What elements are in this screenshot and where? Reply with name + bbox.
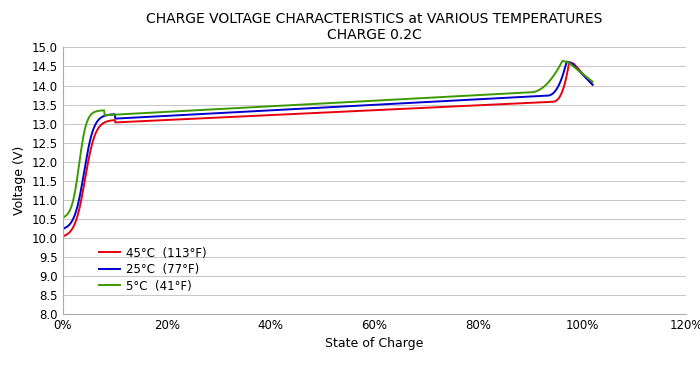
- 25°C  (77°F): [59, 228, 67, 233]
- X-axis label: State of Charge: State of Charge: [326, 337, 424, 350]
- 5°C  (41°F): [366, 99, 375, 103]
- 25°C  (77°F): [366, 103, 375, 107]
- 25°C  (77°F): [514, 95, 523, 99]
- 5°C  (41°F): [514, 91, 523, 95]
- 5°C  (41°F): [589, 80, 597, 84]
- 45°C  (113°F): [366, 108, 375, 112]
- 45°C  (113°F): [396, 107, 405, 111]
- 45°C  (113°F): [380, 108, 389, 112]
- 45°C  (113°F): [565, 60, 573, 64]
- 5°C  (41°F): [559, 59, 567, 63]
- 25°C  (77°F): [396, 101, 405, 106]
- 5°C  (41°F): [59, 216, 67, 221]
- 45°C  (113°F): [59, 235, 67, 240]
- 5°C  (41°F): [396, 97, 405, 101]
- Y-axis label: Voltage (V): Voltage (V): [13, 146, 27, 215]
- Line: 25°C  (77°F): 25°C (77°F): [63, 62, 593, 230]
- 25°C  (77°F): [589, 82, 597, 87]
- 25°C  (77°F): [461, 98, 469, 102]
- 5°C  (41°F): [380, 98, 389, 102]
- 25°C  (77°F): [380, 102, 389, 107]
- Legend: 45°C  (113°F), 25°C  (77°F), 5°C  (41°F): 45°C (113°F), 25°C (77°F), 5°C (41°F): [94, 242, 211, 297]
- Line: 5°C  (41°F): 5°C (41°F): [63, 61, 593, 219]
- 25°C  (77°F): [563, 59, 571, 64]
- 45°C  (113°F): [589, 82, 597, 87]
- 45°C  (113°F): [514, 101, 523, 105]
- Title: CHARGE VOLTAGE CHARACTERISTICS at VARIOUS TEMPERATURES
CHARGE 0.2C: CHARGE VOLTAGE CHARACTERISTICS at VARIOU…: [146, 12, 603, 42]
- Line: 45°C  (113°F): 45°C (113°F): [63, 62, 593, 238]
- 45°C  (113°F): [91, 131, 99, 136]
- 25°C  (77°F): [91, 122, 99, 127]
- 45°C  (113°F): [461, 104, 469, 108]
- 5°C  (41°F): [91, 110, 99, 114]
- 5°C  (41°F): [461, 94, 469, 98]
